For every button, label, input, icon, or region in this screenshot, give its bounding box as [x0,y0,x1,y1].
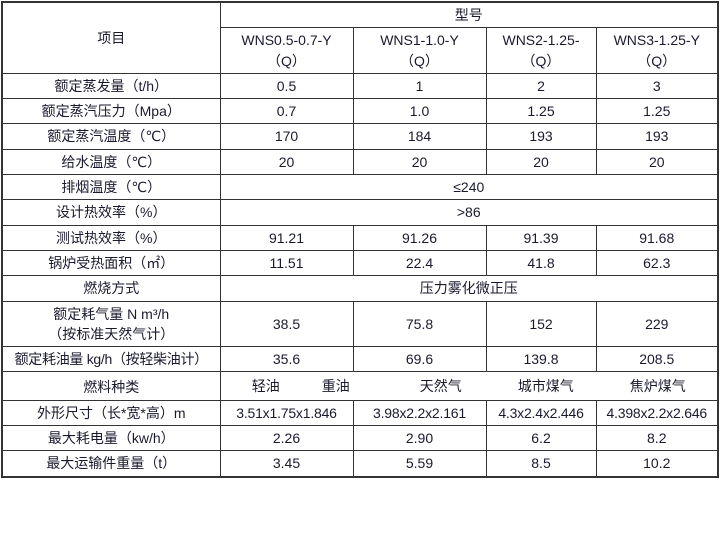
row-value: 69.6 [352,346,487,373]
row-value: 139.8 [485,346,597,373]
row-value: 3.45 [219,450,354,478]
row-value: 20 [485,148,597,176]
header-model-1-line2: （Q） [267,52,306,69]
row-value: 193 [485,123,597,150]
row-value: 41.8 [485,249,597,277]
row-label: 燃烧方式 [1,275,221,302]
row-value-merged: >86 [219,199,719,226]
row-value: 20 [595,148,719,176]
row-label: 额定蒸发量（t/h） [1,72,221,100]
row-value: 22.4 [352,249,487,277]
row-value: 2.90 [352,425,487,452]
table-header-row-group: 项目 型号 [1,1,719,74]
header-model-3: WNS2-1.25- （Q） [485,27,597,74]
row-value: 91.68 [595,224,719,251]
row-value: 2.26 [219,425,354,452]
row-value: 3.51x1.75x1.846 [219,399,354,427]
row-label: 最大耗电量（kw/h） [1,425,221,452]
row-value: 152 [485,300,597,348]
row-label: 测试热效率（%） [1,224,221,251]
row-label: 设计热效率（%） [1,199,221,226]
header-item-label: 项目 [1,1,221,74]
table-row: 额定耗气量 N m³/h （按标准天然气计） 38.5 75.8 152 229 [1,300,719,348]
row-value: 208.5 [595,346,719,373]
table-row: 燃烧方式 压力雾化微正压 [1,275,719,302]
header-model-2-line1: WNS1-1.0-Y [380,32,459,49]
table-row: 外形尺寸（长*宽*高）m 3.51x1.75x1.846 3.98x2.2x2.… [1,399,719,427]
row-label: 最大运输件重量（t） [1,450,221,478]
row-value: 75.8 [352,300,487,348]
row-value: 1 [352,72,487,100]
row-label: 燃料种类 [1,371,221,401]
row-value: 91.21 [219,224,354,251]
header-models-group-label: 型号 [219,1,719,29]
row-value-merged: 轻油 重油 天然气 城市煤气 焦炉煤气 [219,371,719,401]
header-model-4: WNS3-1.25-Y （Q） [595,27,719,74]
row-value-merged: ≤240 [219,174,719,201]
row-label-line2: （按标准天然气计） [48,325,175,342]
header-model-4-line2: （Q） [637,52,677,69]
header-model-2-line2: （Q） [400,52,439,69]
row-value: 10.2 [595,450,719,478]
row-value: 8.2 [595,425,719,452]
table-row: 额定蒸汽压力（Mpa） 0.7 1.0 1.25 1.25 [1,98,719,125]
header-model-4-line1: WNS3-1.25-Y [613,32,700,49]
row-value: 193 [595,123,719,150]
boiler-specification-table: 项目 型号 WNS0.5-0.7-Y （Q） WNS1-1.0-Y （Q） WN… [1,1,719,478]
table-row: 给水温度（℃） 20 20 20 20 [1,148,719,176]
table-header-row-models: WNS0.5-0.7-Y （Q） WNS1-1.0-Y （Q） WNS2-1.2… [2,27,719,74]
row-label: 额定蒸汽温度（℃） [1,123,221,150]
row-label: 外形尺寸（长*宽*高）m [1,399,221,427]
row-value: 229 [595,300,719,348]
header-model-3-line2: （Q） [521,52,561,69]
header-model-1: WNS0.5-0.7-Y （Q） [219,27,354,74]
row-value: 170 [219,123,354,150]
row-value: 91.26 [352,224,487,251]
row-label: 锅炉受热面积（㎡） [1,249,221,277]
row-value: 6.2 [485,425,597,452]
row-label: 排烟温度（℃） [1,174,221,201]
row-value: 11.51 [219,249,354,277]
row-value: 4.398x2.2x2.646 [595,399,719,427]
table-row: 额定耗油量 kg/h（按轻柴油计） 35.6 69.6 139.8 208.5 [1,346,719,373]
row-value: 2 [485,72,597,100]
table-row: 排烟温度（℃） ≤240 [1,174,719,201]
table-row: 设计热效率（%） >86 [1,199,719,226]
row-value: 3 [595,72,719,100]
row-label: 给水温度（℃） [1,148,221,176]
row-value: 35.6 [219,346,354,373]
row-value: 91.39 [485,224,597,251]
row-value: 38.5 [219,300,354,348]
row-label-line1: 额定耗气量 N m³/h [53,305,170,322]
row-value: 0.5 [219,72,354,100]
row-label: 额定耗油量 kg/h（按轻柴油计） [1,346,221,373]
row-label: 额定耗气量 N m³/h （按标准天然气计） [1,300,221,348]
row-value-merged: 压力雾化微正压 [219,275,719,302]
row-value: 3.98x2.2x2.161 [352,399,487,427]
row-value: 5.59 [352,450,487,478]
table-row: 额定蒸发量（t/h） 0.5 1 2 3 [1,72,719,100]
row-value: 1.0 [352,98,487,125]
row-label: 额定蒸汽压力（Mpa） [1,98,221,125]
table-row: 锅炉受热面积（㎡） 11.51 22.4 41.8 62.3 [1,249,719,277]
table-row: 最大运输件重量（t） 3.45 5.59 8.5 10.2 [1,450,719,478]
row-value: 1.25 [595,98,719,125]
header-model-2: WNS1-1.0-Y （Q） [352,27,487,74]
table-body: 项目 型号 WNS0.5-0.7-Y （Q） WNS1-1.0-Y （Q） WN… [1,1,719,478]
row-value: 62.3 [595,249,719,277]
table-row: 测试热效率（%） 91.21 91.26 91.39 91.68 [1,224,719,251]
row-value: 184 [352,123,487,150]
table-row: 额定蒸汽温度（℃） 170 184 193 193 [1,123,719,150]
table-row: 燃料种类 轻油 重油 天然气 城市煤气 焦炉煤气 [1,371,719,401]
row-value: 20 [352,148,487,176]
row-value: 4.3x2.4x2.446 [485,399,597,427]
row-value: 20 [219,148,354,176]
row-value: 0.7 [219,98,354,125]
header-model-3-line1: WNS2-1.25- [502,32,580,49]
row-value: 8.5 [485,450,597,478]
row-value: 1.25 [485,98,597,125]
header-model-1-line1: WNS0.5-0.7-Y [241,32,332,49]
table-row: 最大耗电量（kw/h） 2.26 2.90 6.2 8.2 [1,425,719,452]
